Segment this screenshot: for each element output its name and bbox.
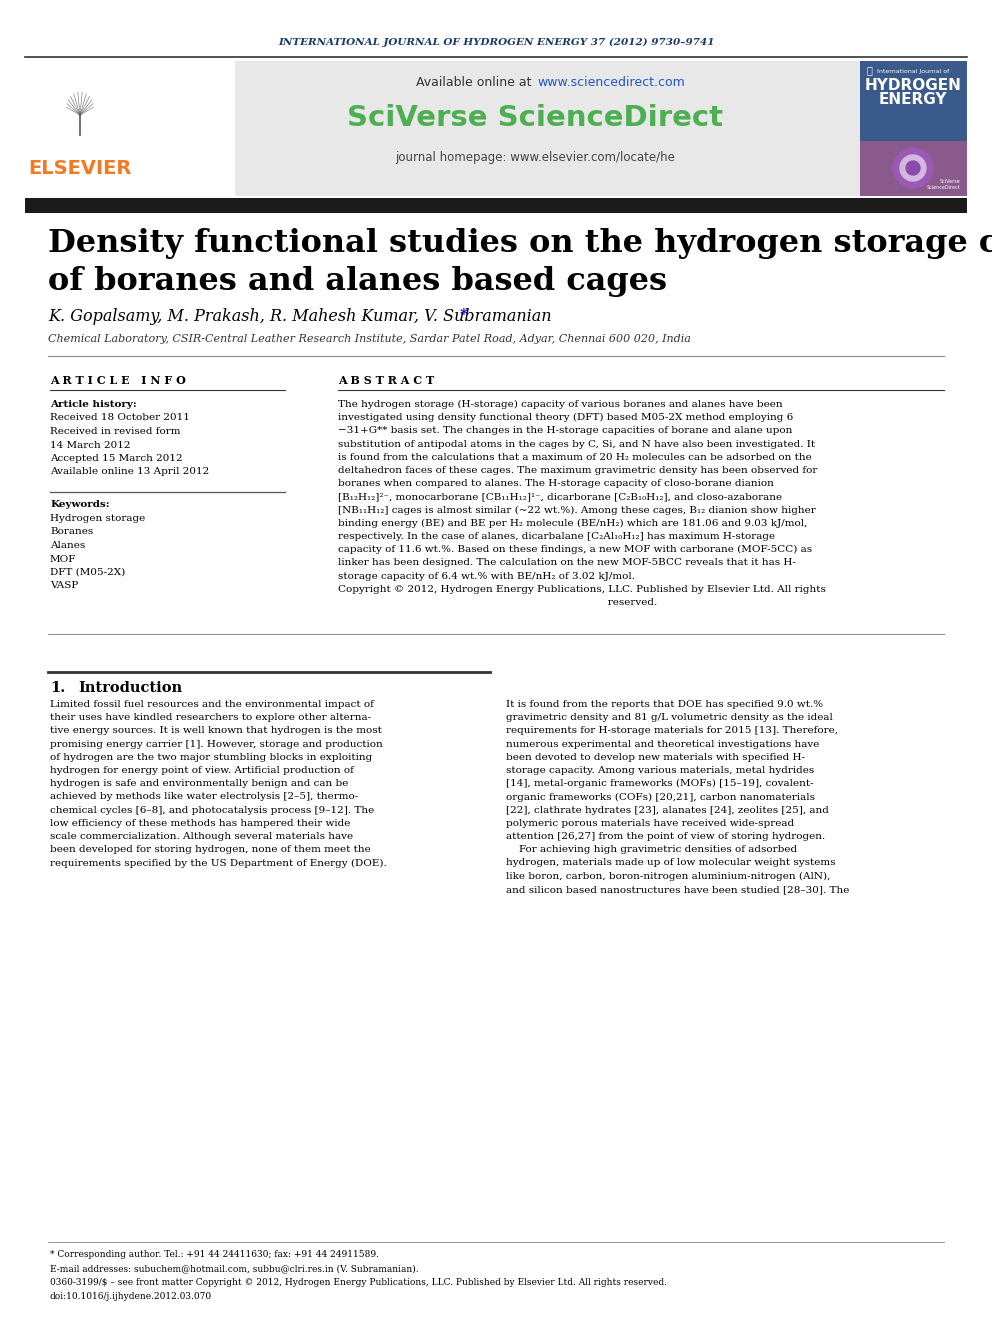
Text: International Journal of: International Journal of	[877, 70, 949, 74]
Text: It is found from the reports that DOE has specified 9.0 wt.%: It is found from the reports that DOE ha…	[506, 700, 823, 709]
Text: www.sciencedirect.com: www.sciencedirect.com	[537, 75, 684, 89]
Text: Alanes: Alanes	[50, 541, 85, 550]
Text: Ⓢ: Ⓢ	[867, 65, 873, 75]
Text: SciVerse
ScienceDirect: SciVerse ScienceDirect	[927, 179, 960, 191]
Text: ENERGY: ENERGY	[879, 93, 947, 107]
Text: [14], metal-organic frameworks (MOFs) [15–19], covalent-: [14], metal-organic frameworks (MOFs) [1…	[506, 779, 813, 789]
Text: 14 March 2012: 14 March 2012	[50, 441, 131, 450]
Text: linker has been designed. The calculation on the new MOF-5BCC reveals that it ha: linker has been designed. The calculatio…	[338, 558, 796, 568]
Text: Introduction: Introduction	[78, 681, 183, 695]
Text: like boron, carbon, boron-nitrogen aluminium-nitrogen (AlN),: like boron, carbon, boron-nitrogen alumi…	[506, 872, 830, 881]
Text: hydrogen is safe and environmentally benign and can be: hydrogen is safe and environmentally ben…	[50, 779, 348, 789]
Text: organic frameworks (COFs) [20,21], carbon nanomaterials: organic frameworks (COFs) [20,21], carbo…	[506, 792, 815, 802]
Text: substitution of antipodal atoms in the cages by C, Si, and N have also been inve: substitution of antipodal atoms in the c…	[338, 439, 815, 448]
Text: hydrogen, materials made up of low molecular weight systems: hydrogen, materials made up of low molec…	[506, 859, 835, 868]
Text: 1.: 1.	[50, 681, 65, 695]
Text: [B₁₂H₁₂]²⁻, monocarborane [CB₁₁H₁₂]¹⁻, dicarborane [C₂B₁₀H₁₂], and closo-azabora: [B₁₂H₁₂]²⁻, monocarborane [CB₁₁H₁₂]¹⁻, d…	[338, 492, 782, 501]
Text: their uses have kindled researchers to explore other alterna-: their uses have kindled researchers to e…	[50, 713, 371, 722]
Text: deltahedron faces of these cages. The maximum gravimetric density has been obser: deltahedron faces of these cages. The ma…	[338, 466, 817, 475]
FancyBboxPatch shape	[860, 61, 967, 196]
Text: Available online at: Available online at	[416, 75, 535, 89]
Text: scale commercialization. Although several materials have: scale commercialization. Although severa…	[50, 832, 353, 841]
Text: Article history:: Article history:	[50, 400, 137, 409]
Text: Available online 13 April 2012: Available online 13 April 2012	[50, 467, 209, 476]
Text: capacity of 11.6 wt.%. Based on these findings, a new MOF with carborane (MOF-5C: capacity of 11.6 wt.%. Based on these fi…	[338, 545, 812, 554]
Text: gravimetric density and 81 g/L volumetric density as the ideal: gravimetric density and 81 g/L volumetri…	[506, 713, 833, 722]
Text: boranes when compared to alanes. The H-storage capacity of closo-borane dianion: boranes when compared to alanes. The H-s…	[338, 479, 774, 488]
Text: Received 18 October 2011: Received 18 October 2011	[50, 414, 189, 422]
Circle shape	[900, 155, 926, 181]
Text: A R T I C L E   I N F O: A R T I C L E I N F O	[50, 374, 186, 386]
Text: of hydrogen are the two major stumbling blocks in exploiting: of hydrogen are the two major stumbling …	[50, 753, 372, 762]
Text: Keywords:: Keywords:	[50, 500, 110, 509]
Text: been devoted to develop new materials with specified H-: been devoted to develop new materials wi…	[506, 753, 805, 762]
FancyBboxPatch shape	[25, 61, 967, 196]
Text: low efficiency of these methods has hampered their wide: low efficiency of these methods has hamp…	[50, 819, 350, 828]
Text: [22], clathrate hydrates [23], alanates [24], zeolites [25], and: [22], clathrate hydrates [23], alanates …	[506, 806, 829, 815]
Text: storage capacity. Among various materials, metal hydrides: storage capacity. Among various material…	[506, 766, 814, 775]
Text: polymeric porous materials have received wide-spread: polymeric porous materials have received…	[506, 819, 795, 828]
Text: binding energy (BE) and BE per H₂ molecule (BE/nH₂) which are 181.06 and 9.03 kJ: binding energy (BE) and BE per H₂ molecu…	[338, 519, 807, 528]
Text: Limited fossil fuel resources and the environmental impact of: Limited fossil fuel resources and the en…	[50, 700, 374, 709]
FancyBboxPatch shape	[25, 198, 967, 213]
Text: numerous experimental and theoretical investigations have: numerous experimental and theoretical in…	[506, 740, 819, 749]
Text: journal homepage: www.elsevier.com/locate/he: journal homepage: www.elsevier.com/locat…	[395, 152, 675, 164]
Text: INTERNATIONAL JOURNAL OF HYDROGEN ENERGY 37 (2012) 9730–9741: INTERNATIONAL JOURNAL OF HYDROGEN ENERGY…	[278, 37, 714, 46]
Text: For achieving high gravimetric densities of adsorbed: For achieving high gravimetric densities…	[506, 845, 798, 855]
Text: storage capacity of 6.4 wt.% with BE/nH₂ of 3.02 kJ/mol.: storage capacity of 6.4 wt.% with BE/nH₂…	[338, 572, 635, 581]
Text: DFT (M05-2X): DFT (M05-2X)	[50, 568, 125, 577]
Text: respectively. In the case of alanes, dicarbalane [C₂Al₁₀H₁₂] has maximum H-stora: respectively. In the case of alanes, dic…	[338, 532, 775, 541]
Text: The hydrogen storage (H-storage) capacity of various boranes and alanes have bee: The hydrogen storage (H-storage) capacit…	[338, 400, 783, 409]
Text: promising energy carrier [1]. However, storage and production: promising energy carrier [1]. However, s…	[50, 740, 383, 749]
FancyBboxPatch shape	[860, 142, 967, 196]
Circle shape	[893, 148, 933, 188]
Text: doi:10.1016/j.ijhydene.2012.03.070: doi:10.1016/j.ijhydene.2012.03.070	[50, 1293, 212, 1301]
Text: SciVerse ScienceDirect: SciVerse ScienceDirect	[347, 105, 723, 132]
FancyBboxPatch shape	[860, 61, 967, 142]
Text: hydrogen for energy point of view. Artificial production of: hydrogen for energy point of view. Artif…	[50, 766, 354, 775]
Text: MOF: MOF	[50, 554, 76, 564]
Text: and silicon based nanostructures have been studied [28–30]. The: and silicon based nanostructures have be…	[506, 885, 849, 894]
Text: E-mail addresses: subuchem@hotmail.com, subbu@clri.res.in (V. Subramanian).: E-mail addresses: subuchem@hotmail.com, …	[50, 1263, 419, 1273]
Text: HYDROGEN: HYDROGEN	[865, 78, 961, 94]
Text: *: *	[460, 308, 468, 321]
Text: Received in revised form: Received in revised form	[50, 427, 181, 437]
Text: A B S T R A C T: A B S T R A C T	[338, 374, 434, 386]
Text: Chemical Laboratory, CSIR-Central Leather Research Institute, Sardar Patel Road,: Chemical Laboratory, CSIR-Central Leathe…	[48, 333, 690, 344]
Text: 0360-3199/$ – see front matter Copyright © 2012, Hydrogen Energy Publications, L: 0360-3199/$ – see front matter Copyright…	[50, 1278, 667, 1287]
Text: reserved.: reserved.	[338, 598, 658, 607]
Text: been developed for storing hydrogen, none of them meet the: been developed for storing hydrogen, non…	[50, 845, 371, 855]
Text: Hydrogen storage: Hydrogen storage	[50, 515, 145, 523]
Circle shape	[906, 161, 920, 175]
Text: investigated using density functional theory (DFT) based M05-2X method employing: investigated using density functional th…	[338, 413, 794, 422]
Text: tive energy sources. It is well known that hydrogen is the most: tive energy sources. It is well known th…	[50, 726, 382, 736]
Text: requirements specified by the US Department of Energy (DOE).: requirements specified by the US Departm…	[50, 859, 387, 868]
Text: K. Gopalsamy, M. Prakash, R. Mahesh Kumar, V. Subramanian: K. Gopalsamy, M. Prakash, R. Mahesh Kuma…	[48, 308, 552, 325]
Text: ELSEVIER: ELSEVIER	[29, 159, 132, 177]
Text: Density functional studies on the hydrogen storage capacity
of boranes and alane: Density functional studies on the hydrog…	[48, 228, 992, 298]
FancyBboxPatch shape	[25, 61, 235, 196]
Text: Accepted 15 March 2012: Accepted 15 March 2012	[50, 454, 183, 463]
Text: is found from the calculations that a maximum of 20 H₂ molecules can be adsorbed: is found from the calculations that a ma…	[338, 452, 811, 462]
Text: achieved by methods like water electrolysis [2–5], thermo-: achieved by methods like water electroly…	[50, 792, 358, 802]
Text: VASP: VASP	[50, 582, 78, 590]
Text: * Corresponding author. Tel.: +91 44 24411630; fax: +91 44 24911589.: * Corresponding author. Tel.: +91 44 244…	[50, 1250, 379, 1259]
Text: Copyright © 2012, Hydrogen Energy Publications, LLC. Published by Elsevier Ltd. : Copyright © 2012, Hydrogen Energy Public…	[338, 585, 826, 594]
Text: requirements for H-storage materials for 2015 [13]. Therefore,: requirements for H-storage materials for…	[506, 726, 838, 736]
Text: attention [26,27] from the point of view of storing hydrogen.: attention [26,27] from the point of view…	[506, 832, 825, 841]
Text: Boranes: Boranes	[50, 528, 93, 537]
Text: [NB₁₁H₁₂] cages is almost similar (~22 wt.%). Among these cages, B₁₂ dianion sho: [NB₁₁H₁₂] cages is almost similar (~22 w…	[338, 505, 815, 515]
Text: −31+G** basis set. The changes in the H-storage capacities of borane and alane u: −31+G** basis set. The changes in the H-…	[338, 426, 793, 435]
Text: chemical cycles [6–8], and photocatalysis process [9–12]. The: chemical cycles [6–8], and photocatalysi…	[50, 806, 374, 815]
